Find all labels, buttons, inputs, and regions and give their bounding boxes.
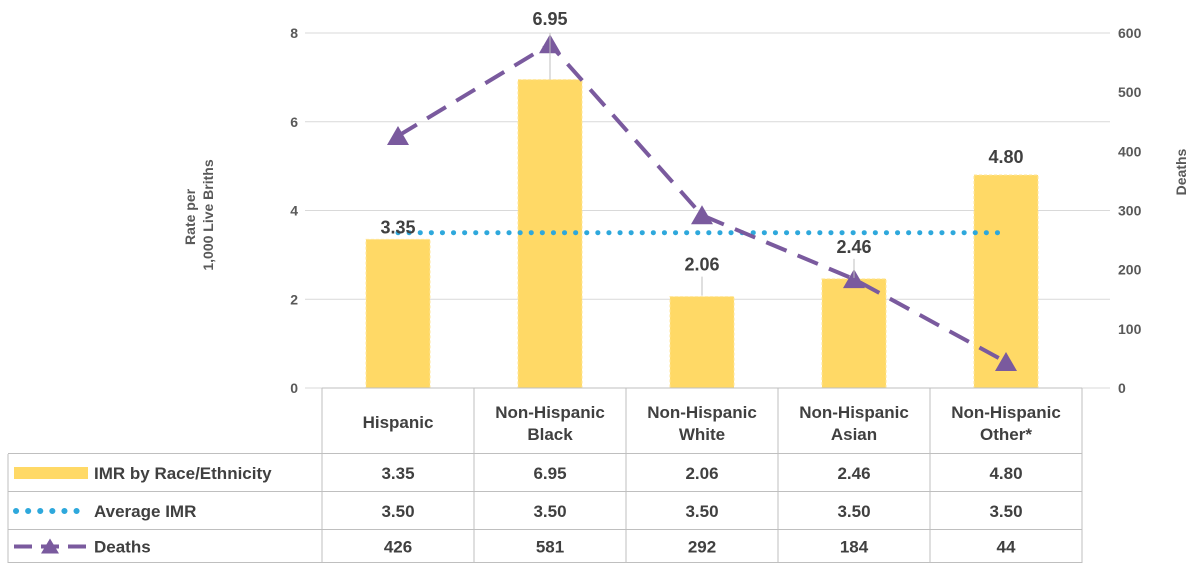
deaths-marker [691,205,713,225]
table-cell: 292 [688,538,716,557]
left-tick-label: 6 [290,114,298,130]
deaths-marker [843,269,865,289]
category-label-line: Non-Hispanic [495,403,605,422]
data-table: Hispanic Non-Hispanic Black Non-Hispanic Whi… [7,387,1083,563]
table-cell: 3.50 [989,502,1022,521]
bar-data-label: 3.35 [380,217,415,237]
left-tick-label: 0 [290,380,298,396]
table-cell: 6.95 [533,464,566,483]
table-cell: 3.50 [533,502,566,521]
left-tick-label: 2 [290,291,298,307]
table-cell: 3.35 [381,464,414,483]
bar-data-label: 6.95 [532,9,567,29]
category-label-line: Black [527,425,573,444]
bar-data-label: 2.06 [684,255,719,275]
category-label-line: Non-Hispanic [647,403,757,422]
category-label-line: Non-Hispanic [799,403,909,422]
category-label: Non-Hispanic White [647,403,757,444]
bar [365,238,431,389]
deaths-marker [995,351,1017,371]
right-tick-label: 600 [1118,25,1142,41]
legend-key-marker [41,538,59,554]
right-tick-label: 400 [1118,143,1142,159]
table-cell: 2.46 [837,464,870,483]
category-label: Hispanic [363,413,434,432]
table-cell: 2.06 [685,464,718,483]
category-label: Non-Hispanic Other* [951,403,1061,444]
left-axis-title: Rate per 1,000 Live Briths [182,159,216,270]
right-axis-title: Deaths [1173,148,1189,195]
table-cell: 4.80 [989,464,1022,483]
bar [669,296,735,389]
bar [821,278,887,389]
right-tick-label: 300 [1118,203,1142,219]
deaths-marker [387,125,409,145]
table-cell: 184 [840,538,869,557]
bar-data-label: 2.46 [836,237,871,257]
right-tick-label: 200 [1118,262,1142,278]
imr-bars [365,79,1039,389]
right-axis-ticks: 0 100 200 300 400 500 600 [1118,25,1142,396]
table-cell: 581 [536,538,564,557]
series-row-label: Deaths [94,538,151,557]
right-tick-label: 0 [1118,380,1126,396]
category-label: Non-Hispanic Asian [799,403,909,444]
category-label-line: Non-Hispanic [951,403,1061,422]
category-label-line: Hispanic [363,413,434,432]
category-label-line: Asian [831,425,877,444]
series-row-label: IMR by Race/Ethnicity [94,464,272,483]
bar-data-label: 4.80 [988,147,1023,167]
table-cell: 3.50 [685,502,718,521]
category-label-line: Other* [980,425,1032,444]
left-tick-label: 8 [290,25,298,41]
right-tick-label: 100 [1118,321,1142,337]
bar-data-labels: 3.35 6.95 2.06 2.46 4.80 [380,9,1024,296]
left-axis-ticks: 0 2 4 6 8 [290,25,298,396]
series-row-label: Average IMR [94,502,196,521]
table-cell: 44 [997,538,1016,557]
table-cell: 426 [384,538,412,557]
left-tick-label: 4 [290,203,298,219]
right-tick-label: 500 [1118,84,1142,100]
legend-key-bar [14,467,88,479]
table-cell: 3.50 [837,502,870,521]
bar [517,79,583,389]
left-axis-title-line-1: Rate per [182,188,198,245]
deaths-line-path [396,41,1007,364]
table-cell: 3.50 [381,502,414,521]
left-axis-title-line-2: 1,000 Live Briths [200,159,216,270]
category-label: Non-Hispanic Black [495,403,605,444]
category-label-line: White [679,425,725,444]
